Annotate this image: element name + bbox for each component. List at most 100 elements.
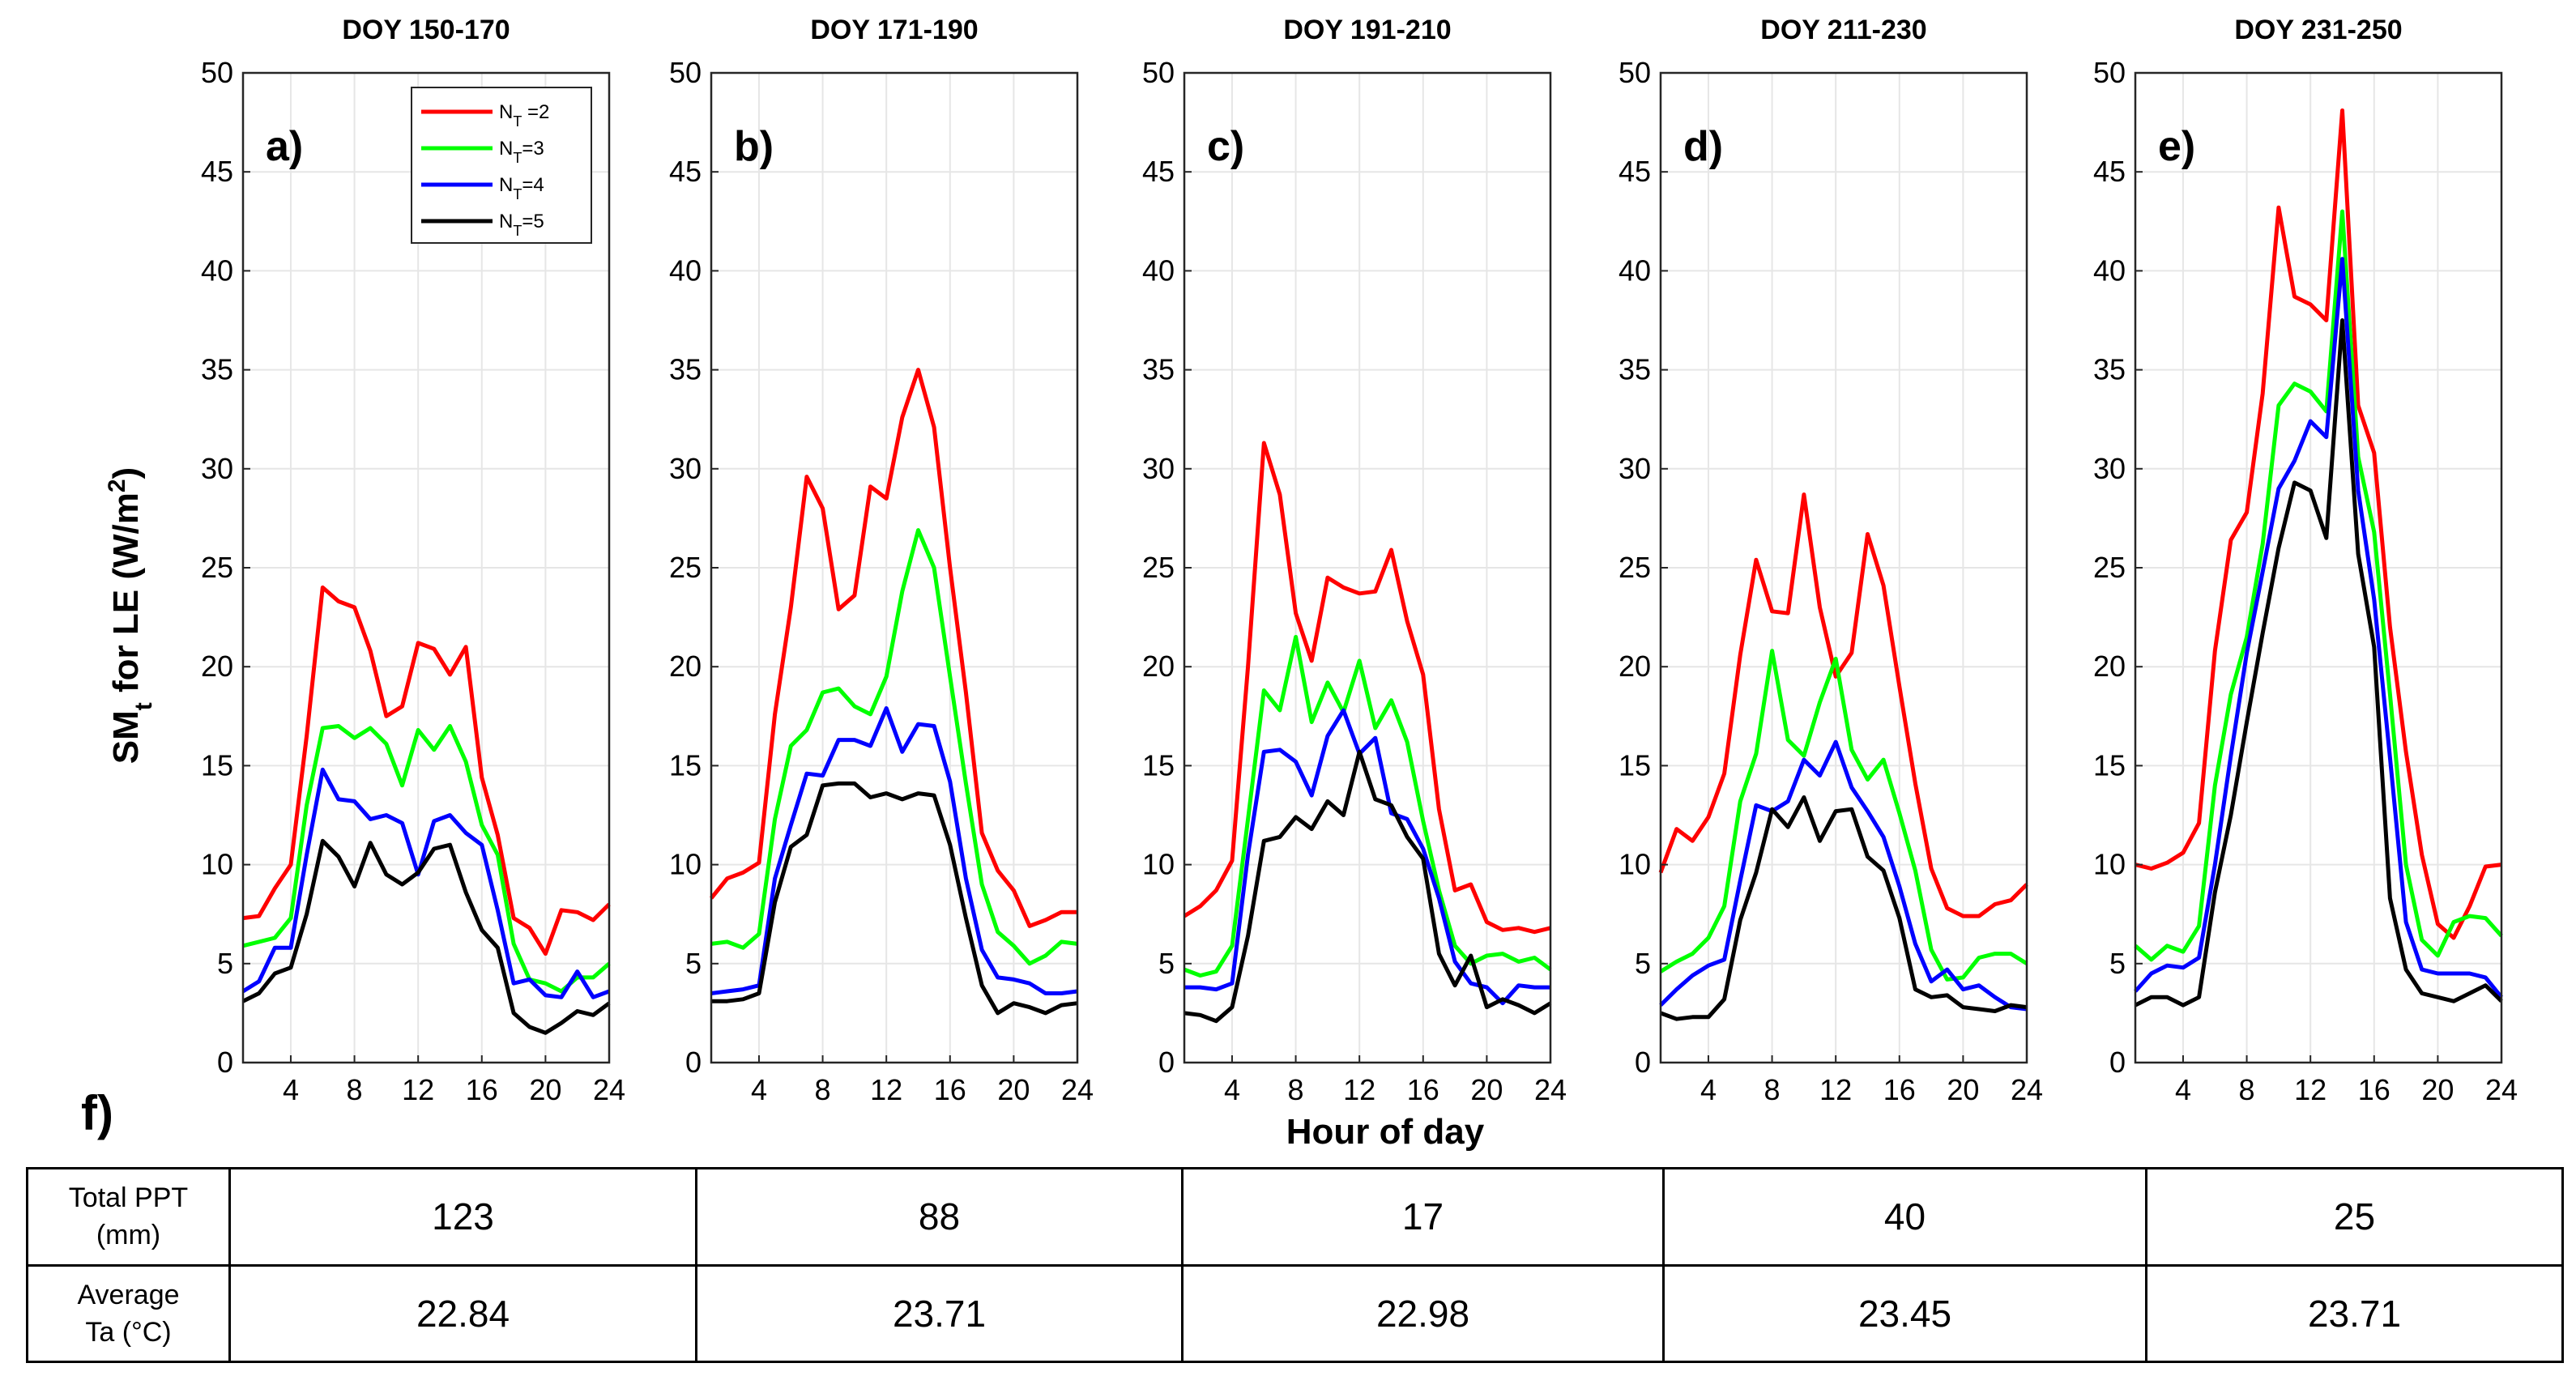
y-tick-label: 25 bbox=[1142, 551, 1175, 584]
legend: NT =2NT=3NT=4NT=5 bbox=[411, 87, 592, 244]
y-tick-label: 5 bbox=[2109, 947, 2126, 980]
series-line bbox=[1659, 739, 2028, 1012]
x-tick-label: 8 bbox=[1764, 1073, 1781, 1106]
series-line bbox=[1184, 749, 1552, 1024]
table-panel-label: f) bbox=[81, 1086, 113, 1140]
x-axis-label: Hour of day bbox=[1286, 1112, 1485, 1152]
x-tick-label: 20 bbox=[1947, 1073, 1979, 1106]
y-tick-label: 40 bbox=[1142, 253, 1175, 287]
legend-text-sub: T bbox=[513, 223, 522, 239]
x-tick-label: 16 bbox=[466, 1073, 498, 1106]
legend-text-sub: T bbox=[513, 150, 522, 166]
x-tick-label: 24 bbox=[1061, 1073, 1094, 1106]
legend-entry: NT=5 bbox=[499, 211, 544, 239]
table-cell: 88 bbox=[695, 1167, 1184, 1267]
panel-letter: c) bbox=[1207, 123, 1244, 170]
legend-entry: NT =2 bbox=[499, 101, 549, 130]
y-tick-label: 25 bbox=[2093, 551, 2126, 584]
y-tick-label: 35 bbox=[201, 353, 233, 386]
panel-5: 0 5 10 15 20 25 30 35 40 45 50 4 8 12 16 20 24 DOY 231-25… bbox=[2093, 15, 2518, 1106]
precipitation-temperature-table: Total PPT (mm) 123 88 17 40 25 Average T… bbox=[26, 1167, 2564, 1363]
legend-text-main: N bbox=[499, 101, 513, 123]
panel-title: DOY 211-230 bbox=[1760, 15, 1926, 45]
y-tick-label: 20 bbox=[2093, 650, 2126, 683]
x-tick-label: 4 bbox=[283, 1073, 299, 1106]
y-tick-label: 45 bbox=[669, 155, 702, 188]
series-line bbox=[1658, 492, 2028, 918]
table-row-average-ta: Average Ta (°C) 22.84 23.71 22.98 23.45 … bbox=[26, 1263, 2564, 1363]
x-tick-label: 12 bbox=[402, 1073, 434, 1106]
table-cell: 17 bbox=[1181, 1167, 1665, 1267]
x-tick-label: 24 bbox=[2011, 1073, 2043, 1106]
legend-text-rest: =2 bbox=[522, 101, 549, 123]
y-tick-label: 50 bbox=[1619, 56, 1651, 89]
y-tick-label: 10 bbox=[2093, 848, 2126, 881]
y-tick-label: 45 bbox=[1619, 155, 1651, 188]
x-tick-label: 12 bbox=[1343, 1073, 1375, 1106]
legend-text-rest: =3 bbox=[522, 138, 544, 160]
y-axis-label-sub: t bbox=[130, 702, 157, 710]
panel-letter: a) bbox=[266, 123, 303, 170]
y-tick-label: 15 bbox=[201, 748, 233, 782]
series-line bbox=[242, 585, 611, 956]
y-tick-label: 20 bbox=[1142, 650, 1175, 683]
y-tick-label: 30 bbox=[669, 452, 702, 485]
y-tick-label: 25 bbox=[1619, 551, 1651, 584]
legend-text-sub: T bbox=[513, 186, 522, 202]
y-tick-label: 10 bbox=[1142, 848, 1175, 881]
series-line bbox=[1660, 795, 2028, 1021]
panel-letter: b) bbox=[734, 123, 774, 170]
y-tick-label: 30 bbox=[201, 452, 233, 485]
y-tick-label: 5 bbox=[217, 947, 233, 980]
y-tick-label: 5 bbox=[1158, 947, 1175, 980]
panel-title: DOY 150-170 bbox=[342, 15, 510, 45]
y-tick-label: 15 bbox=[669, 748, 702, 782]
series-line bbox=[241, 767, 610, 999]
y-tick-label: 35 bbox=[2093, 353, 2126, 386]
y-tick-label: 50 bbox=[201, 56, 233, 89]
y-tick-label: 40 bbox=[669, 253, 702, 287]
panel-letter: d) bbox=[1683, 123, 1723, 170]
legend-text-rest: =5 bbox=[522, 211, 544, 232]
legend-text-sub: T bbox=[513, 113, 522, 130]
table-cell: 22.98 bbox=[1181, 1263, 1665, 1363]
x-tick-label: 8 bbox=[2239, 1073, 2255, 1106]
x-tick-label: 20 bbox=[529, 1073, 561, 1106]
y-tick-label: 0 bbox=[1635, 1046, 1651, 1079]
x-tick-label: 12 bbox=[1819, 1073, 1852, 1106]
y-tick-label: 0 bbox=[1158, 1046, 1175, 1079]
x-tick-label: 4 bbox=[1224, 1073, 1240, 1106]
series-line bbox=[2135, 108, 2502, 940]
y-tick-label: 45 bbox=[2093, 155, 2126, 188]
y-tick-label: 40 bbox=[2093, 253, 2126, 287]
y-tick-label: 35 bbox=[1619, 353, 1651, 386]
y-axis-label-sup: 2 bbox=[104, 479, 130, 492]
y-tick-label: 15 bbox=[1619, 748, 1651, 782]
x-tick-label: 24 bbox=[593, 1073, 625, 1106]
panel-title: DOY 191-210 bbox=[1283, 15, 1451, 45]
series-line bbox=[241, 838, 611, 1035]
y-tick-label: 25 bbox=[201, 551, 233, 584]
y-tick-label: 0 bbox=[217, 1046, 233, 1079]
series-line bbox=[1184, 708, 1550, 1006]
x-tick-label: 8 bbox=[347, 1073, 363, 1106]
series-line bbox=[1184, 635, 1552, 978]
y-tick-label: 35 bbox=[669, 353, 702, 386]
table-cell: 22.84 bbox=[228, 1263, 697, 1363]
chart-svg: SMt for LE (W/m2) Hour of day 0510152025… bbox=[104, 15, 2518, 1152]
table-cell: 123 bbox=[228, 1167, 697, 1267]
series-line bbox=[711, 781, 1078, 1016]
y-tick-label: 50 bbox=[669, 56, 702, 89]
x-tick-label: 20 bbox=[2421, 1073, 2454, 1106]
y-tick-label: 20 bbox=[669, 650, 702, 683]
row-header-total-ppt: Total PPT (mm) bbox=[26, 1167, 231, 1267]
series-line bbox=[1183, 441, 1551, 935]
y-tick-label: 10 bbox=[1619, 848, 1651, 881]
panel-title: DOY 231-250 bbox=[2234, 15, 2402, 45]
y-tick-label: 15 bbox=[2093, 748, 2126, 782]
x-tick-label: 16 bbox=[1883, 1073, 1916, 1106]
y-tick-label: 30 bbox=[2093, 452, 2126, 485]
y-tick-label: 45 bbox=[1142, 155, 1175, 188]
y-axis-label: SMt for LE (W/m2) bbox=[104, 467, 157, 764]
panel-2: 0 5 10 15 20 25 30 35 40 45 50 4 8 12 16 20 24 DOY 171-19… bbox=[669, 15, 1094, 1106]
